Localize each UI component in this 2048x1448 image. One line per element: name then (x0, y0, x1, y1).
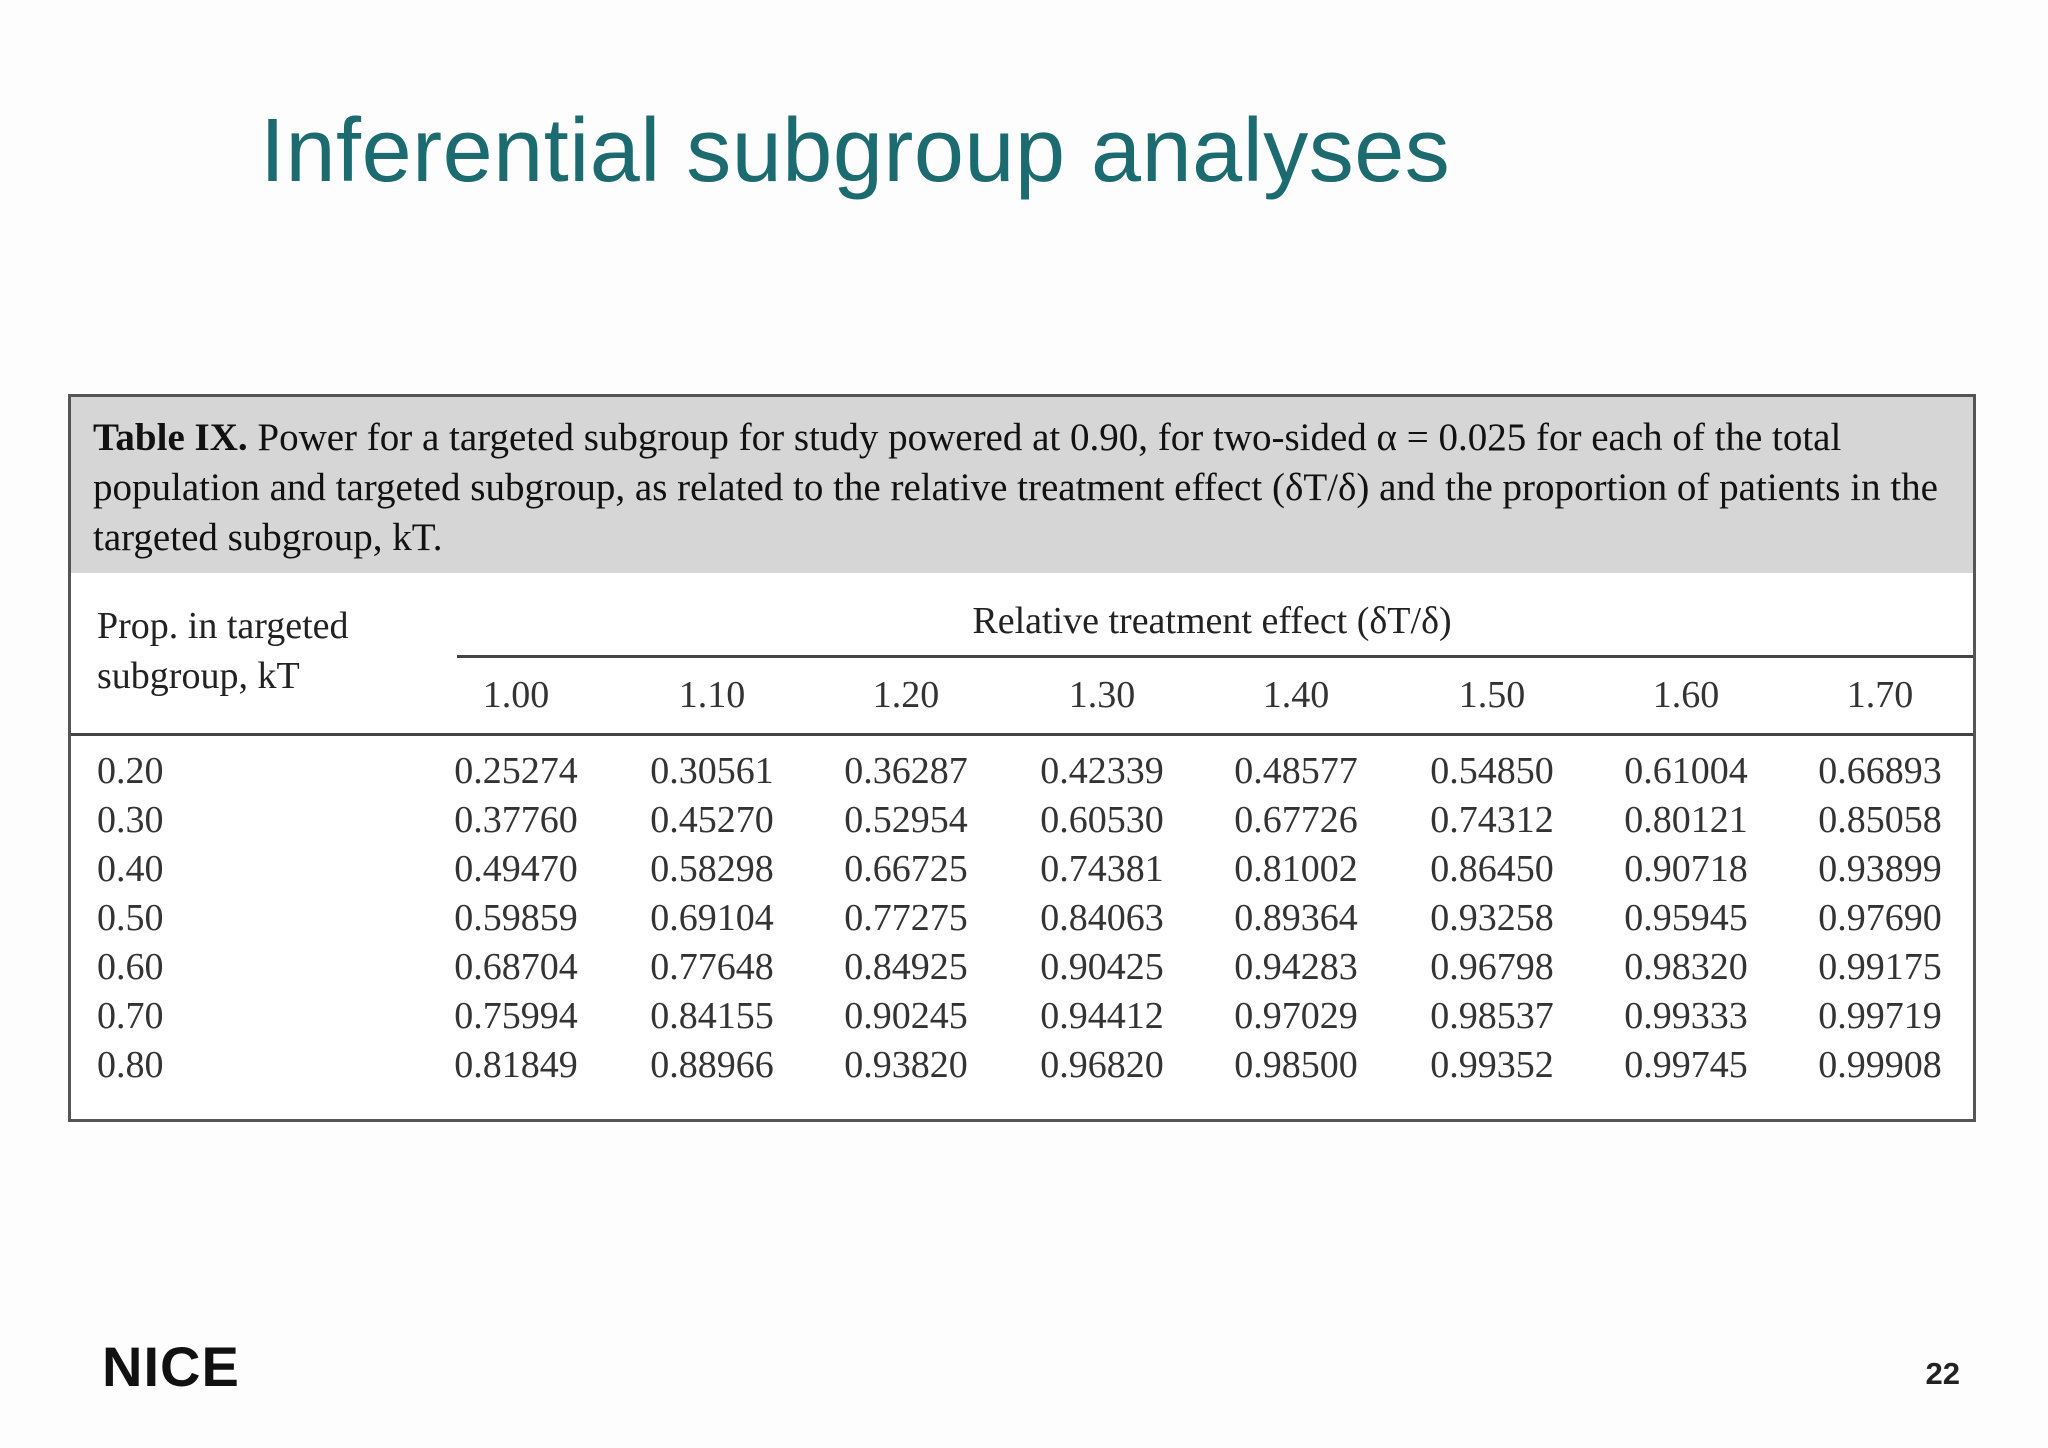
column-headers: 1.00 1.10 1.20 1.30 1.40 1.50 1.60 1.70 (71, 673, 1973, 723)
table-cell: 0.45270 (650, 799, 774, 841)
table-cell: 0.80121 (1624, 799, 1748, 841)
table-cell: 0.66893 (1818, 750, 1942, 792)
table-cell: 0.93899 (1818, 848, 1942, 890)
column-header: 1.70 (1846, 674, 1914, 716)
row-label: 0.70 (97, 995, 164, 1037)
table-cell: 0.86450 (1430, 848, 1554, 890)
table-cell: 0.89364 (1234, 897, 1358, 939)
table-cell: 0.68704 (454, 946, 578, 988)
row-label: 0.80 (97, 1044, 164, 1086)
table-cell: 0.99908 (1818, 1044, 1942, 1086)
table-cell: 0.94412 (1040, 995, 1164, 1037)
table-cell: 0.96820 (1040, 1044, 1164, 1086)
column-header: 1.30 (1068, 674, 1136, 716)
table-caption-text: Power for a targeted subgroup for study … (93, 416, 1938, 559)
table-cell: 0.74381 (1040, 848, 1164, 890)
table-cell: 0.77648 (650, 946, 774, 988)
table-cell: 0.99352 (1430, 1044, 1554, 1086)
table-cell: 0.67726 (1234, 799, 1358, 841)
table-cell: 0.30561 (650, 750, 774, 792)
table-cell: 0.37760 (454, 799, 578, 841)
data-table: Table IX. Power for a targeted subgroup … (68, 394, 1976, 1122)
table-cell: 0.85058 (1818, 799, 1942, 841)
table-cell: 0.95945 (1624, 897, 1748, 939)
table-cell: 0.84155 (650, 995, 774, 1037)
table-cell: 0.96798 (1430, 946, 1554, 988)
table-caption: Table IX. Power for a targeted subgroup … (71, 397, 1973, 573)
table-cell: 0.88966 (650, 1044, 774, 1086)
header-rule (71, 733, 1973, 736)
column-header: 1.20 (872, 674, 940, 716)
table-cell: 0.69104 (650, 897, 774, 939)
nice-logo: NICE (102, 1335, 240, 1398)
table-cell: 0.58298 (650, 848, 774, 890)
table-cell: 0.81849 (454, 1044, 578, 1086)
table-cell: 0.93820 (844, 1044, 968, 1086)
table-cell: 0.90245 (844, 995, 968, 1037)
column-header: 1.40 (1262, 674, 1330, 716)
table-row: 0.70 0.75994 0.84155 0.90245 0.94412 0.97029 0… (71, 994, 1973, 1043)
table-cell: 0.98500 (1234, 1044, 1358, 1086)
table-cell: 0.54850 (1430, 750, 1554, 792)
table-cell: 0.99745 (1624, 1044, 1748, 1086)
table-row: 0.20 0.25274 0.30561 0.36287 0.42339 0.48577 0… (71, 749, 1973, 798)
table-cell: 0.25274 (454, 750, 578, 792)
table-cell: 0.74312 (1430, 799, 1554, 841)
table-cell: 0.84063 (1040, 897, 1164, 939)
table-row: 0.40 0.49470 0.58298 0.66725 0.74381 0.81002 0… (71, 847, 1973, 896)
column-group-rule (457, 655, 1973, 658)
table-cell: 0.99719 (1818, 995, 1942, 1037)
table-cell: 0.42339 (1040, 750, 1164, 792)
column-group-header: Relative treatment effect (δT/δ) (972, 600, 1452, 642)
table-cell: 0.90425 (1040, 946, 1164, 988)
table-cell: 0.98320 (1624, 946, 1748, 988)
row-label: 0.30 (97, 799, 164, 841)
table-cell: 0.84925 (844, 946, 968, 988)
table-cell: 0.97029 (1234, 995, 1358, 1037)
slide-title: Inferential subgroup analyses (260, 101, 1451, 201)
row-label: 0.60 (97, 946, 164, 988)
table-cell: 0.99333 (1624, 995, 1748, 1037)
row-label: 0.20 (97, 750, 164, 792)
table-row: 0.60 0.68704 0.77648 0.84925 0.90425 0.94283 0… (71, 945, 1973, 994)
table-cell: 0.59859 (454, 897, 578, 939)
page-number: 22 (1925, 1356, 1960, 1391)
table-cell: 0.36287 (844, 750, 968, 792)
column-header: 1.60 (1652, 674, 1720, 716)
table-cell: 0.99175 (1818, 946, 1942, 988)
column-header: 1.10 (678, 674, 746, 716)
table-row: 0.50 0.59859 0.69104 0.77275 0.84063 0.89364 0… (71, 896, 1973, 945)
row-label: 0.50 (97, 897, 164, 939)
column-header: 1.50 (1458, 674, 1526, 716)
table-row: 0.30 0.37760 0.45270 0.52954 0.60530 0.67726 0… (71, 798, 1973, 847)
table-number: Table IX. (93, 416, 248, 459)
table-cell: 0.93258 (1430, 897, 1554, 939)
column-header: 1.00 (482, 674, 550, 716)
table-cell: 0.98537 (1430, 995, 1554, 1037)
table-cell: 0.48577 (1234, 750, 1358, 792)
table-cell: 0.60530 (1040, 799, 1164, 841)
table-cell: 0.49470 (454, 848, 578, 890)
table-cell: 0.77275 (844, 897, 968, 939)
table-cell: 0.66725 (844, 848, 968, 890)
table-cell: 0.75994 (454, 995, 578, 1037)
table-cell: 0.61004 (1624, 750, 1748, 792)
table-cell: 0.94283 (1234, 946, 1358, 988)
table-cell: 0.52954 (844, 799, 968, 841)
table-row: 0.80 0.81849 0.88966 0.93820 0.96820 0.98500 0… (71, 1043, 1973, 1092)
table-cell: 0.81002 (1234, 848, 1358, 890)
table-cell: 0.97690 (1818, 897, 1942, 939)
row-header-label: Prop. in targeted subgroup, kT (97, 605, 349, 697)
table-cell: 0.90718 (1624, 848, 1748, 890)
row-label: 0.40 (97, 848, 164, 890)
